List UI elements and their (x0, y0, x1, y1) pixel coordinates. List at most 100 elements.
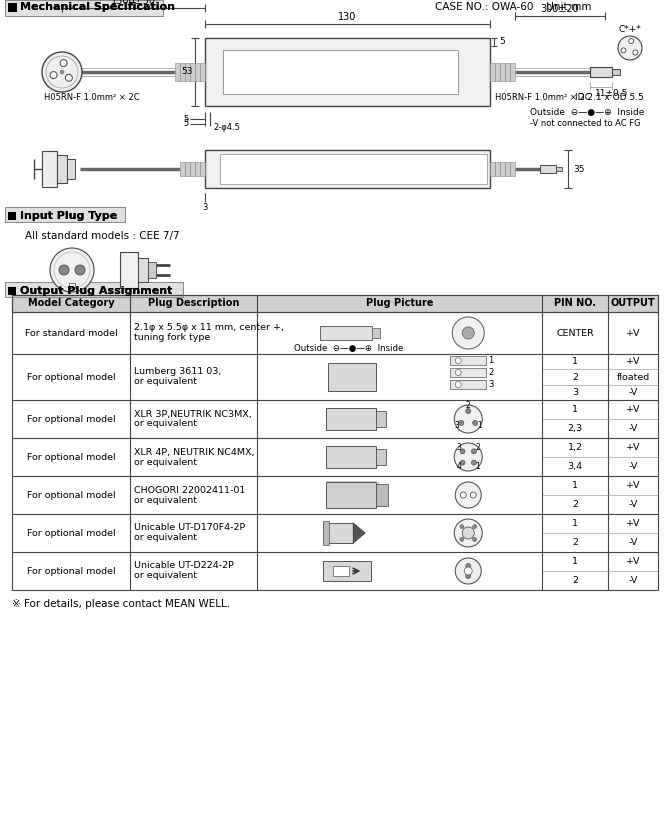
Bar (326, 482, 377, 508)
Text: 2: 2 (475, 443, 480, 453)
Bar (505, 162, 510, 176)
Bar (5, 282, 183, 297)
Text: -V: -V (628, 388, 638, 397)
Text: -V: -V (628, 424, 638, 433)
Text: OUTPUT: OUTPUT (610, 298, 655, 308)
Circle shape (455, 370, 461, 375)
Bar (200, 162, 205, 176)
Bar (180, 63, 185, 81)
Text: 3: 3 (454, 421, 460, 430)
Bar (510, 162, 515, 176)
Text: 53: 53 (182, 68, 193, 76)
Bar (12, 476, 658, 514)
Text: -V: -V (628, 462, 638, 471)
Text: Unicable UT-D224-2P: Unicable UT-D224-2P (134, 561, 234, 571)
Bar (323, 521, 329, 545)
Bar (450, 380, 486, 389)
Text: 1: 1 (477, 421, 482, 430)
Text: 5: 5 (499, 38, 505, 46)
Bar (205, 150, 490, 188)
Bar (175, 63, 180, 81)
Bar (42, 151, 57, 187)
Circle shape (460, 537, 464, 541)
Circle shape (452, 317, 484, 349)
Text: XLR 3P,NEUTRIK NC3MX,: XLR 3P,NEUTRIK NC3MX, (134, 410, 252, 418)
Text: 2: 2 (572, 500, 578, 509)
Text: 11±0.5: 11±0.5 (595, 90, 628, 99)
Bar (12, 400, 658, 438)
Bar (377, 411, 386, 427)
Text: 130: 130 (338, 12, 356, 22)
Circle shape (462, 527, 474, 539)
Bar (185, 63, 190, 81)
Text: For optional model: For optional model (27, 453, 115, 462)
Text: or equivalent: or equivalent (134, 420, 197, 428)
Text: 1: 1 (572, 357, 578, 366)
Text: +V: +V (626, 481, 641, 490)
Text: For optional model: For optional model (27, 490, 115, 499)
Text: -V: -V (628, 500, 638, 509)
Circle shape (462, 327, 474, 339)
Bar (326, 408, 377, 430)
Bar (5, 282, 183, 297)
Bar (190, 162, 195, 176)
Circle shape (618, 36, 642, 60)
Bar (5, 207, 125, 222)
Text: Outside  ⊖—●—⊕  Inside: Outside ⊖—●—⊕ Inside (530, 107, 645, 116)
Bar (490, 63, 495, 81)
Bar (180, 162, 185, 176)
Circle shape (472, 525, 476, 529)
Text: 3: 3 (572, 388, 578, 397)
Text: or equivalent: or equivalent (134, 458, 197, 467)
Circle shape (628, 39, 634, 44)
Bar (8, 212, 16, 220)
Circle shape (470, 492, 476, 498)
Text: +V: +V (626, 443, 641, 452)
Text: 1: 1 (572, 519, 578, 528)
Circle shape (460, 525, 464, 529)
Bar (5, 207, 125, 222)
Text: For optional model: For optional model (27, 373, 115, 381)
Circle shape (455, 482, 481, 508)
Circle shape (621, 48, 626, 53)
Circle shape (459, 421, 464, 426)
Bar (500, 162, 505, 176)
Bar (450, 356, 486, 365)
Circle shape (472, 449, 476, 454)
Bar (326, 446, 377, 468)
Bar (12, 354, 658, 400)
Bar (5, 0, 163, 16)
Text: 3: 3 (488, 380, 494, 389)
Bar (8, 3, 17, 12)
Circle shape (50, 71, 57, 79)
Text: 2: 2 (572, 538, 578, 547)
Bar (138, 258, 148, 282)
Text: 1: 1 (572, 557, 578, 566)
Text: +V: +V (626, 519, 641, 528)
Bar (505, 63, 510, 81)
Bar (195, 63, 200, 81)
Circle shape (75, 265, 85, 275)
Circle shape (466, 563, 471, 568)
Text: Outside  ⊖—●—⊕  Inside: Outside ⊖—●—⊕ Inside (293, 344, 403, 354)
Text: -V: -V (628, 538, 638, 547)
Bar (12, 514, 658, 552)
Text: 35: 35 (573, 164, 584, 173)
Text: 1: 1 (488, 356, 494, 365)
Text: For standard model: For standard model (25, 328, 117, 338)
Circle shape (472, 460, 476, 465)
Text: or equivalent: or equivalent (134, 534, 197, 542)
Text: 2: 2 (488, 368, 494, 377)
Text: 5: 5 (184, 115, 189, 123)
Circle shape (460, 492, 466, 498)
Circle shape (455, 358, 461, 364)
Bar (8, 287, 16, 295)
Text: 1: 1 (475, 462, 480, 471)
Bar (320, 326, 373, 340)
Bar (12, 552, 658, 590)
Bar (200, 63, 205, 81)
Text: tuning fork type: tuning fork type (134, 334, 210, 343)
Text: +V: +V (626, 328, 641, 338)
Text: or equivalent: or equivalent (134, 495, 197, 504)
Polygon shape (353, 523, 365, 543)
